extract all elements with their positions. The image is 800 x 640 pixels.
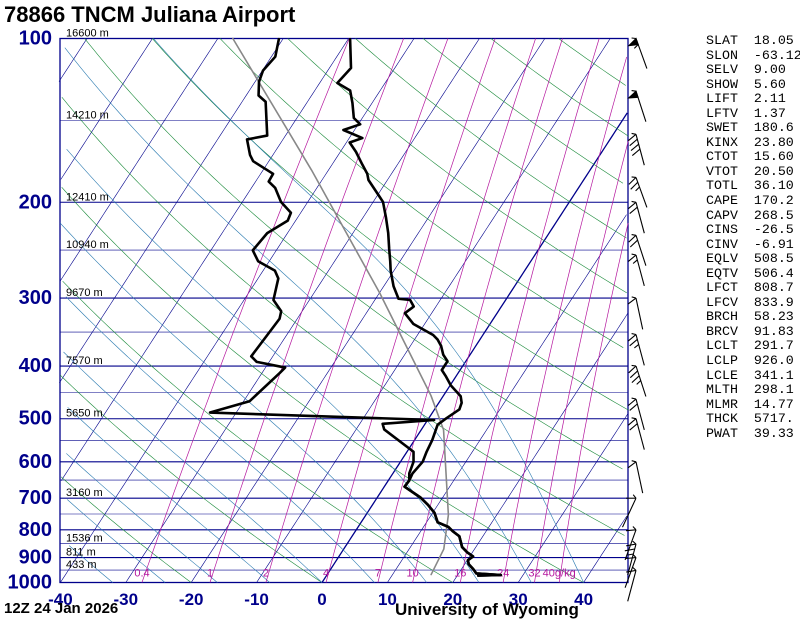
svg-text:7: 7	[375, 568, 381, 580]
svg-text:200: 200	[19, 191, 52, 213]
svg-text:10: 10	[406, 568, 418, 580]
svg-text:7570 m: 7570 m	[66, 355, 103, 367]
svg-text:100: 100	[19, 28, 52, 50]
svg-text:0.4: 0.4	[134, 568, 149, 580]
svg-text:24: 24	[497, 568, 509, 580]
svg-text:800: 800	[19, 519, 52, 541]
svg-text:1536 m: 1536 m	[66, 533, 103, 545]
svg-text:500: 500	[19, 408, 52, 430]
svg-text:10940 m: 10940 m	[66, 239, 109, 251]
svg-text:1000: 1000	[8, 572, 53, 594]
svg-text:433 m: 433 m	[66, 559, 97, 571]
svg-text:16: 16	[454, 568, 466, 580]
svg-text:32: 32	[528, 568, 540, 580]
svg-text:9670 m: 9670 m	[66, 287, 103, 299]
svg-text:4: 4	[323, 568, 329, 580]
svg-text:3160 m: 3160 m	[66, 487, 103, 499]
svg-text:0: 0	[317, 590, 326, 609]
svg-text:12410 m: 12410 m	[66, 191, 109, 203]
svg-text:2: 2	[263, 568, 269, 580]
svg-text:700: 700	[19, 487, 52, 509]
svg-text:-20: -20	[179, 590, 204, 609]
svg-text:600: 600	[19, 451, 52, 473]
svg-text:900: 900	[19, 547, 52, 569]
svg-text:300: 300	[19, 287, 52, 309]
svg-text:-10: -10	[244, 590, 269, 609]
svg-text:16600 m: 16600 m	[66, 28, 109, 40]
svg-text:14210 m: 14210 m	[66, 109, 109, 121]
svg-text:40g/kg: 40g/kg	[543, 568, 576, 580]
svg-text:5650 m: 5650 m	[66, 408, 103, 420]
svg-text:1: 1	[207, 568, 213, 580]
svg-text:400: 400	[19, 355, 52, 377]
svg-text:811 m: 811 m	[66, 547, 96, 559]
